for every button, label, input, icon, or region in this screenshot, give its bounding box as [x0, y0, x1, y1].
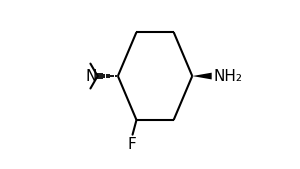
- Text: NH₂: NH₂: [213, 69, 242, 83]
- Text: F: F: [127, 137, 136, 152]
- Text: N: N: [85, 69, 97, 83]
- Polygon shape: [192, 73, 212, 79]
